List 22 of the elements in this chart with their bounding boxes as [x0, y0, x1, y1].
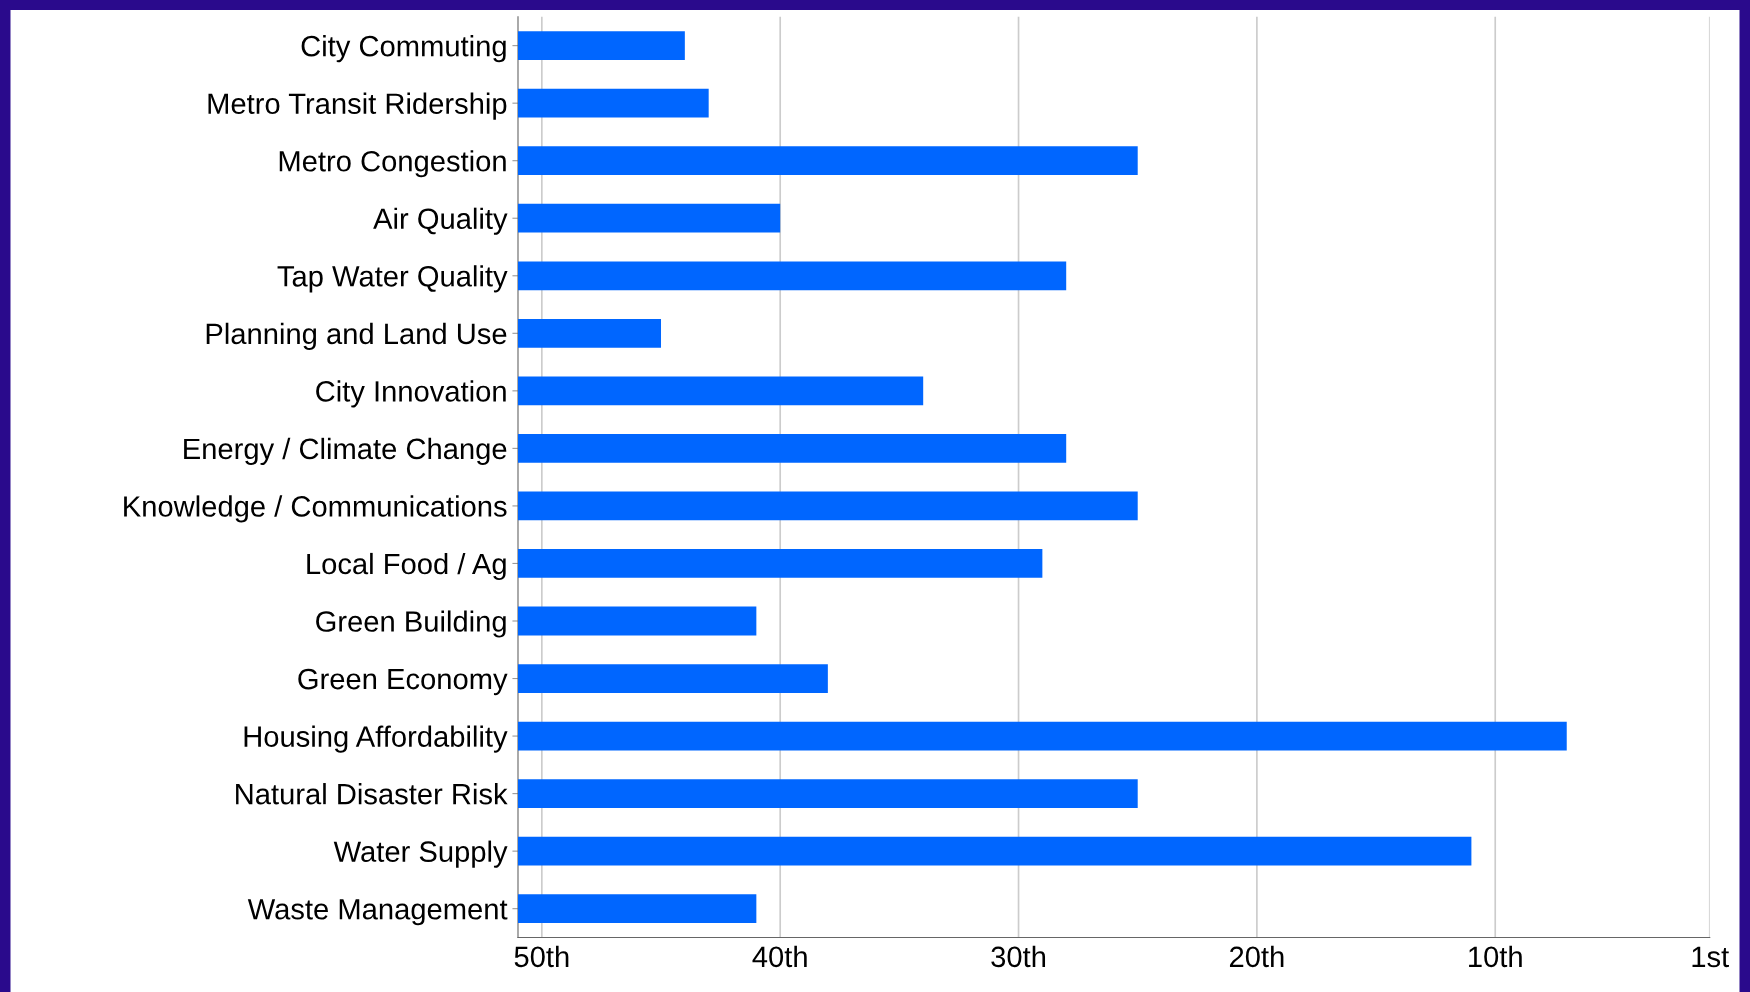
y-tick-label: Tap Water Quality: [277, 265, 508, 293]
y-tick-label: Waste Management: [247, 899, 508, 926]
y-tick-label: City Commuting: [301, 35, 506, 63]
y-tick-label: City Innovation: [316, 380, 506, 408]
x-tick-label: 10th: [1469, 945, 1522, 968]
y-tick-label: Green Building: [316, 610, 506, 638]
y-tick-label: Metro Transit Ridership: [208, 92, 507, 120]
x-tick-label: 20th: [1229, 945, 1284, 968]
y-tick-label: Metro Congestion: [279, 150, 506, 178]
y-tick-label: Planning and Land Use: [206, 322, 507, 350]
x-tick-label: 40th: [752, 945, 807, 968]
y-tick-label: Water Supply: [333, 840, 508, 868]
x-tick-label: 30th: [991, 945, 1046, 968]
y-tick-label: Green Economy: [298, 668, 508, 696]
y-tick-label: Air Quality: [373, 207, 508, 235]
y-tick-label: Energy / Climate Change: [184, 437, 507, 465]
x-tick-label: 50th: [514, 945, 569, 968]
x-tick-label: 1st: [1692, 946, 1729, 968]
y-tick-label: Housing Affordability: [244, 725, 508, 753]
y-tick-label: Natural Disaster Risk: [236, 783, 508, 805]
y-tick-label: Local Food / Ag: [307, 552, 506, 581]
y-tick-label: Knowledge / Communications: [124, 495, 507, 523]
